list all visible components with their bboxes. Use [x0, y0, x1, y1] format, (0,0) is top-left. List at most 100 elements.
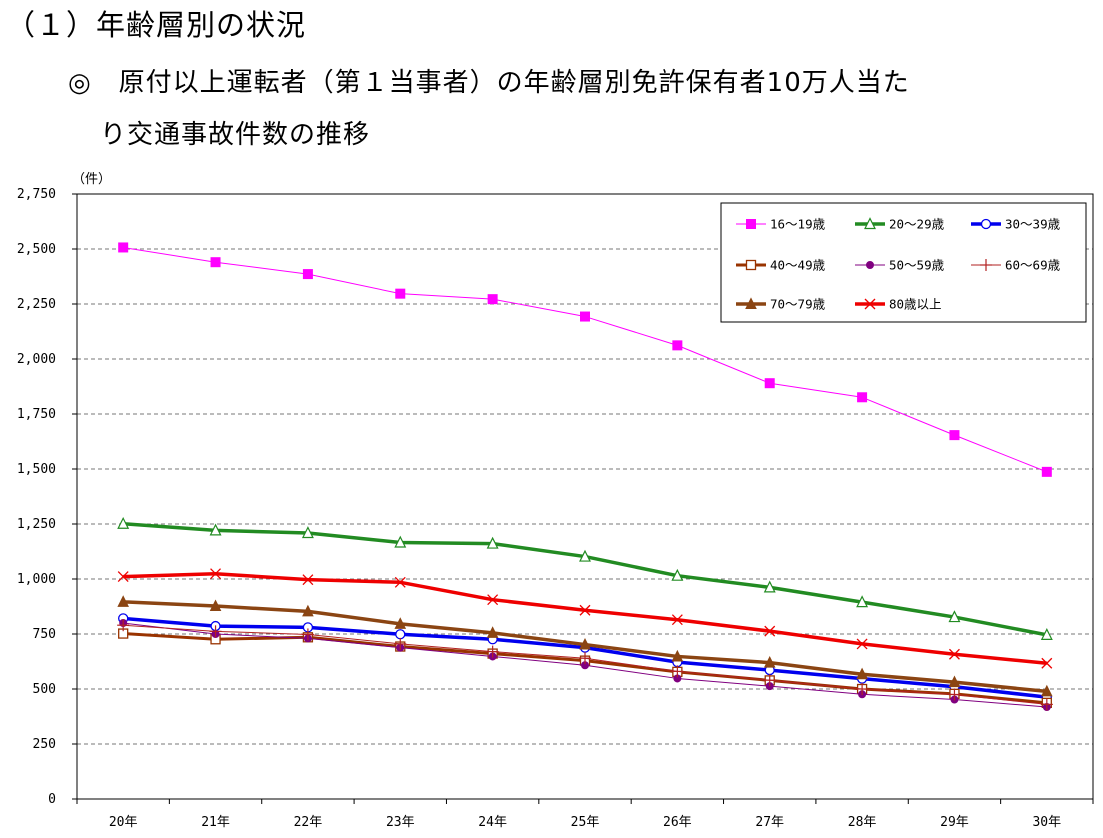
data-point [763, 580, 776, 593]
x-tick-label: 23年 [386, 815, 415, 830]
data-point [302, 574, 314, 586]
legend-item: 70～79歳 [736, 297, 826, 312]
y-tick-label: 2,500 [17, 242, 56, 257]
data-point [856, 595, 869, 608]
legend-swatch-marker [864, 217, 876, 230]
data-point [672, 340, 683, 351]
legend: 16～19歳 20～29歳 30～39歳 40～49歳 50～59歳 60～69歳 70～7… [720, 202, 1087, 323]
legend-label: 40～49歳 [770, 258, 826, 273]
y-tick-label: 1,250 [17, 517, 56, 532]
legend-label: 30～39歳 [1005, 217, 1061, 232]
data-point [671, 568, 684, 581]
series-8 [117, 568, 1053, 669]
data-point [579, 604, 591, 616]
data-point [948, 688, 961, 701]
series-1 [118, 242, 1052, 477]
data-point [579, 549, 591, 562]
legend-item: 80歳以上 [855, 297, 942, 312]
legend-label: 60～69歳 [1005, 258, 1061, 273]
data-point [301, 628, 314, 641]
gridlines [77, 248, 1093, 745]
legend-item: 20～29歳 [855, 217, 945, 232]
data-point [671, 614, 683, 626]
data-point [948, 675, 961, 688]
data-point [580, 311, 590, 322]
data-point [209, 599, 222, 612]
data-point [117, 571, 129, 583]
legend-label: 50～59歳 [889, 258, 945, 273]
x-tick-label: 21年 [201, 815, 230, 830]
plot-frame [76, 193, 1094, 800]
data-point [1041, 466, 1052, 477]
y-tick-label: 1,750 [17, 407, 56, 422]
y-tick-label: 500 [33, 682, 56, 697]
series-6 [117, 619, 1053, 711]
data-point [117, 595, 129, 607]
legend-swatch-marker [866, 261, 874, 269]
data-point [210, 568, 222, 580]
y-tick-label: 1,500 [17, 462, 56, 477]
data-point [1040, 628, 1053, 640]
legend-label: 20～29歳 [889, 217, 945, 232]
data-point [764, 378, 775, 389]
legend-swatch-marker [980, 218, 992, 230]
x-tick-label: 28年 [848, 815, 877, 830]
data-point [856, 638, 868, 650]
legend-swatch-marker [864, 298, 876, 310]
data-point [118, 242, 129, 253]
data-point [764, 625, 776, 637]
x-tick-label: 25年 [571, 815, 600, 830]
y-tick-label: 250 [33, 737, 56, 752]
data-point [301, 526, 314, 539]
data-point [117, 516, 130, 529]
data-point [857, 392, 868, 403]
data-point [394, 535, 407, 548]
section-heading: （１）年齢層別の状況 [6, 8, 307, 42]
data-point [1040, 698, 1053, 711]
y-tick-label: 0 [48, 792, 56, 807]
x-tick-label: 22年 [294, 815, 323, 830]
data-point [486, 536, 499, 549]
legend-label: 80歳以上 [889, 297, 942, 312]
x-tick-label: 26年 [663, 815, 692, 830]
x-tick-label: 20年 [109, 815, 138, 830]
data-point [394, 576, 406, 588]
x-tick-label: 24年 [478, 815, 507, 830]
y-tick-label: 750 [33, 627, 56, 642]
legend-swatch-marker [746, 219, 756, 229]
legend-item: 60～69歳 [971, 258, 1061, 273]
data-point [210, 257, 221, 268]
series-7 [117, 595, 1053, 697]
legend-item: 40～49歳 [736, 258, 826, 273]
data-point [763, 674, 776, 687]
data-point [486, 645, 499, 658]
legend-swatch-marker [980, 259, 992, 271]
data-point [395, 288, 406, 299]
y-tick-label: 2,250 [17, 297, 56, 312]
y-tick-label: 1,000 [17, 572, 56, 587]
data-point [395, 629, 406, 640]
data-point [302, 604, 314, 617]
data-point [209, 523, 222, 536]
data-point [948, 610, 961, 623]
data-point [209, 625, 222, 638]
series-2 [117, 516, 1053, 640]
data-point [302, 269, 313, 280]
legend-label: 70～79歳 [770, 297, 826, 312]
data-point [486, 626, 499, 638]
data-point [487, 294, 498, 305]
series-layer [117, 242, 1053, 712]
chart-subtitle-line2: り交通事故件数の推移 [100, 120, 371, 150]
data-point [671, 665, 684, 678]
x-tick-label: 29年 [940, 815, 969, 830]
y-unit-label: （件） [72, 172, 111, 187]
legend-item: 30～39歳 [971, 217, 1061, 232]
chart-subtitle-line1: ◎ 原付以上運転者（第１当事者）の年齢層別免許保有者10万人当た [68, 68, 910, 98]
data-point [117, 619, 130, 632]
data-point [856, 683, 869, 695]
x-tick-label: 27年 [755, 815, 784, 830]
data-point [579, 637, 591, 650]
legend-swatch-marker [745, 259, 757, 271]
axes: 0 250 500 750 1,000 1,250 1,500 1,750 2,000 2,250… [17, 187, 1094, 830]
